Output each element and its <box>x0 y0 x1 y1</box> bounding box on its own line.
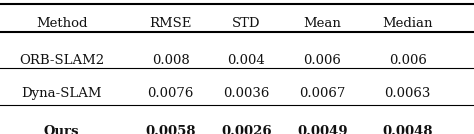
Text: 0.004: 0.004 <box>228 54 265 67</box>
Text: 0.006: 0.006 <box>303 54 341 67</box>
Text: ORB-SLAM2: ORB-SLAM2 <box>19 54 104 67</box>
Text: 0.0026: 0.0026 <box>221 125 272 134</box>
Text: 0.0049: 0.0049 <box>297 125 347 134</box>
Text: 0.0048: 0.0048 <box>383 125 433 134</box>
Text: 0.0067: 0.0067 <box>299 87 346 100</box>
Text: 0.0058: 0.0058 <box>146 125 196 134</box>
Text: Ours: Ours <box>44 125 79 134</box>
Text: Mean: Mean <box>303 17 341 30</box>
Text: 0.008: 0.008 <box>152 54 190 67</box>
Text: 0.0063: 0.0063 <box>384 87 431 100</box>
Text: Median: Median <box>383 17 433 30</box>
Text: STD: STD <box>232 17 261 30</box>
Text: 0.0036: 0.0036 <box>223 87 270 100</box>
Text: Dyna-SLAM: Dyna-SLAM <box>21 87 102 100</box>
Text: RMSE: RMSE <box>149 17 192 30</box>
Text: Method: Method <box>36 17 87 30</box>
Text: 0.0076: 0.0076 <box>147 87 194 100</box>
Text: 0.006: 0.006 <box>389 54 427 67</box>
